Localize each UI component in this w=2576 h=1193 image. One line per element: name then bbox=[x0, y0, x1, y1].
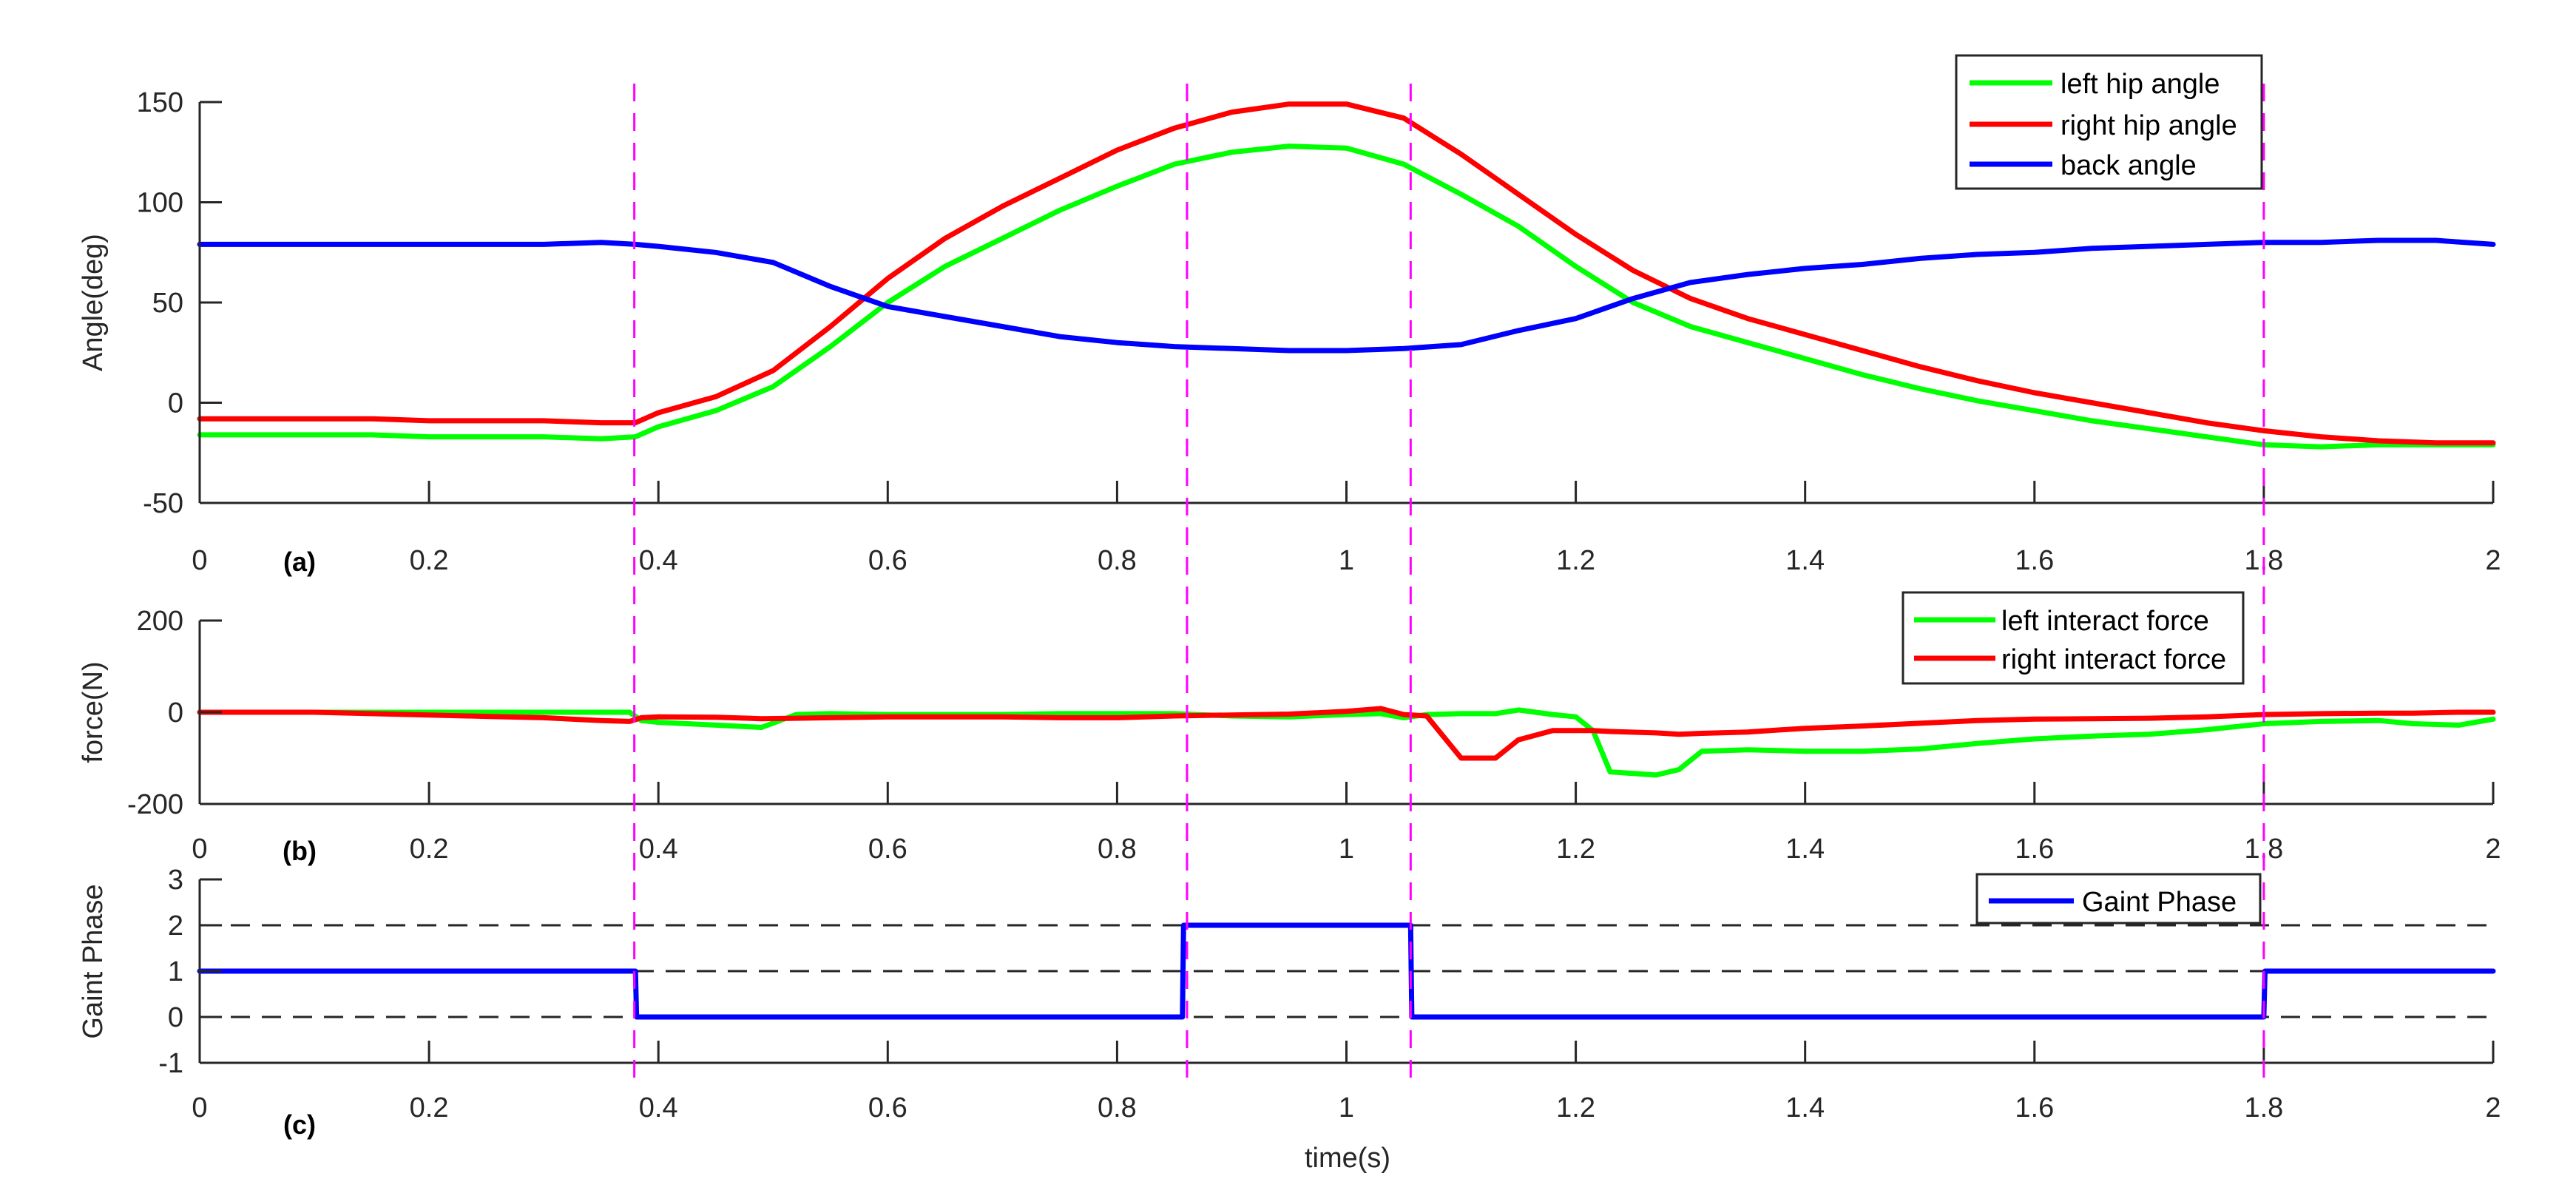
y-tick-label: 3 bbox=[168, 865, 183, 896]
x-tick-label: 2 bbox=[2485, 834, 2501, 865]
y-tick-label: 2 bbox=[168, 910, 183, 942]
gait-event-markers bbox=[633, 84, 2265, 1087]
y-tick-label: 200 bbox=[137, 606, 183, 637]
panel-a-series bbox=[197, 101, 2496, 450]
y-tick-label: 1 bbox=[168, 956, 183, 987]
panel-b-ylabel: force(N) bbox=[78, 661, 109, 763]
legend-label-back: back angle bbox=[2061, 150, 2197, 181]
series-line-back-angle bbox=[197, 237, 2496, 354]
legend-label-right-hip: right hip angle bbox=[2061, 110, 2237, 141]
y-tick-label: 0 bbox=[168, 1002, 183, 1033]
x-tick-label: 0.2 bbox=[410, 545, 449, 576]
x-tick-label: 2 bbox=[2485, 1092, 2501, 1123]
series-line-right-interact-force bbox=[197, 706, 2496, 761]
panel-c-ylabel: Gaint Phase bbox=[78, 884, 109, 1038]
x-tick-label: 0.4 bbox=[639, 834, 678, 865]
x-tick-label: 1.4 bbox=[1785, 1092, 1825, 1123]
y-tick-label: -50 bbox=[143, 488, 183, 519]
x-tick-label: 1.2 bbox=[1556, 834, 1595, 865]
x-tick-label: 2 bbox=[2485, 545, 2501, 576]
panel-c-legend: Gaint Phase bbox=[1975, 873, 2262, 925]
y-tick-label: 150 bbox=[137, 87, 183, 118]
x-tick-label: 0.4 bbox=[639, 1092, 678, 1123]
x-tick-label: 1.6 bbox=[2015, 545, 2054, 576]
legend-label-left-force: left interact force bbox=[2001, 606, 2209, 637]
x-tick-label: 1 bbox=[1339, 1092, 1354, 1123]
series-line-right-hip-angle bbox=[197, 101, 2496, 446]
panel-a-tag: (a) bbox=[283, 547, 316, 577]
x-tick-label: 1 bbox=[1339, 834, 1354, 865]
x-tick-label: 0 bbox=[192, 1092, 207, 1123]
panel-b-tag: (b) bbox=[283, 836, 317, 866]
panel-c-axes: 3 2 1 0 -1 0 0.2 0.4 0.6 0.8 1 1.2 1.4 1.6 1.8 2 bbox=[158, 865, 2501, 1123]
x-tick-label: 1.2 bbox=[1556, 545, 1595, 576]
x-tick-label: 1.8 bbox=[2244, 1092, 2283, 1123]
x-tick-label: 1.6 bbox=[2015, 834, 2054, 865]
x-tick-label: 1.6 bbox=[2015, 1092, 2054, 1123]
y-tick-label: -200 bbox=[127, 789, 183, 820]
x-tick-label: 1.2 bbox=[1556, 1092, 1595, 1123]
x-tick-label: 0.6 bbox=[868, 545, 907, 576]
x-tick-label: 0.6 bbox=[868, 834, 907, 865]
legend-label-left-hip: left hip angle bbox=[2061, 69, 2220, 100]
x-tick-label: 0.8 bbox=[1098, 545, 1137, 576]
panel-c-tag: (c) bbox=[283, 1109, 316, 1140]
x-axis-label: time(s) bbox=[1305, 1143, 1390, 1174]
x-tick-label: 0.2 bbox=[410, 1092, 449, 1123]
x-tick-label: 1 bbox=[1339, 545, 1354, 576]
series-line-left-hip-angle bbox=[197, 143, 2496, 450]
x-tick-label: 1.4 bbox=[1785, 545, 1825, 576]
y-tick-label: 100 bbox=[137, 188, 183, 219]
x-tick-label: 0.2 bbox=[410, 834, 449, 865]
x-tick-label: 0.8 bbox=[1098, 834, 1137, 865]
x-tick-label: 1.4 bbox=[1785, 834, 1825, 865]
panel-b-series bbox=[197, 706, 2496, 778]
x-tick-label: 0.6 bbox=[868, 1092, 907, 1123]
y-tick-label: -1 bbox=[158, 1048, 183, 1079]
x-tick-label: 0.4 bbox=[639, 545, 678, 576]
panel-c-phase-plot: 3 2 1 0 -1 0 0.2 0.4 0.6 0.8 1 1.2 1.4 1.6 1.8 2 Gaint … bbox=[78, 865, 2501, 1140]
panel-a-ylabel: Angle(deg) bbox=[78, 234, 109, 371]
x-tick-label: 0 bbox=[192, 834, 207, 865]
legend-label-phase: Gaint Phase bbox=[2082, 887, 2237, 918]
y-tick-label: 50 bbox=[152, 288, 183, 319]
series-line-gaint-phase bbox=[197, 922, 2496, 1020]
y-tick-label: 0 bbox=[168, 697, 183, 729]
legend-label-right-force: right interact force bbox=[2001, 644, 2226, 675]
panel-c-series bbox=[197, 922, 2496, 1020]
panel-b-legend: left interact force right interact force bbox=[1901, 591, 2245, 685]
x-tick-label: 0 bbox=[192, 545, 207, 576]
panel-a-legend: left hip angle right hip angle back angl… bbox=[1955, 54, 2263, 190]
x-tick-label: 0.8 bbox=[1098, 1092, 1137, 1123]
y-tick-label: 0 bbox=[168, 388, 183, 419]
